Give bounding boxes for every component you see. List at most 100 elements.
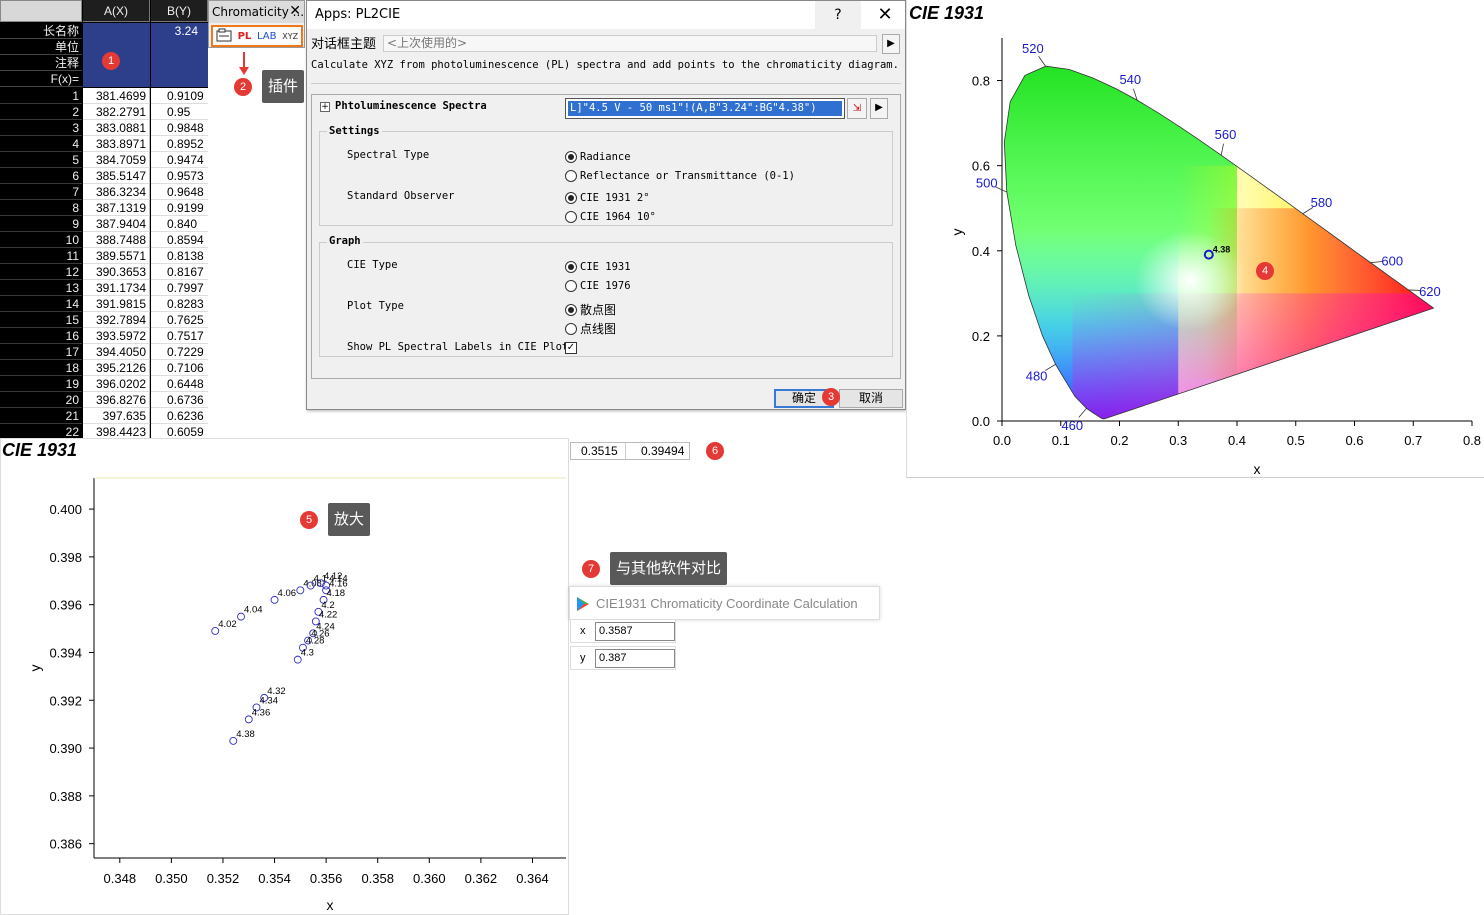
data-point[interactable] <box>293 655 302 664</box>
row-number[interactable]: 9 <box>0 216 82 232</box>
row-number[interactable]: 4 <box>0 136 82 152</box>
cell-a[interactable]: 386.3234 <box>83 184 150 200</box>
cell-b[interactable]: 0.9109 <box>151 88 208 104</box>
toolbar-close-icon[interactable]: ✕ <box>289 3 301 19</box>
cell-a[interactable]: 383.0881 <box>83 120 150 136</box>
cell-b[interactable]: 0.6236 <box>151 408 208 424</box>
meta-cell-b[interactable] <box>151 71 208 87</box>
cell-a[interactable]: 396.0202 <box>83 376 150 392</box>
row-number[interactable]: 1 <box>0 88 82 104</box>
data-point[interactable] <box>317 579 325 588</box>
cell-a[interactable]: 391.1734 <box>83 280 150 296</box>
row-number[interactable]: 17 <box>0 344 82 360</box>
table-row[interactable]: 19 396.0202 0.6448 <box>0 376 208 392</box>
xyz-button[interactable]: XYZ <box>282 31 299 41</box>
cell-a[interactable]: 387.9404 <box>83 216 150 232</box>
row-number[interactable]: 2 <box>0 104 82 120</box>
row-number[interactable]: 6 <box>0 168 82 184</box>
radio-cie1964-10deg[interactable]: CIE 1964 10° <box>565 211 656 223</box>
cell-b[interactable]: 0.9199 <box>151 200 208 216</box>
cell-b[interactable]: 0.9648 <box>151 184 208 200</box>
cell-a[interactable]: 395.2126 <box>83 360 150 376</box>
cell-a[interactable]: 397.635 <box>83 408 150 424</box>
theme-menu-arrow-icon[interactable]: ▶ <box>882 34 900 54</box>
row-number[interactable]: 18 <box>0 360 82 376</box>
cell-a[interactable]: 390.3653 <box>83 264 150 280</box>
table-row[interactable]: 20 396.8276 0.6736 <box>0 392 208 408</box>
radio-reflectance-indicator[interactable] <box>565 170 577 182</box>
table-row[interactable]: 18 395.2126 0.7106 <box>0 360 208 376</box>
row-number[interactable]: 3 <box>0 120 82 136</box>
row-number[interactable]: 11 <box>0 248 82 264</box>
cell-b[interactable]: 0.9848 <box>151 120 208 136</box>
cell-a[interactable]: 391.9815 <box>83 296 150 312</box>
cell-a[interactable]: 398.4423 <box>83 424 150 440</box>
cell-b[interactable]: 0.8283 <box>151 296 208 312</box>
cell-a[interactable]: 394.4050 <box>83 344 150 360</box>
data-point[interactable] <box>319 595 328 604</box>
radio-cie1931-2deg-indicator[interactable] <box>565 192 577 204</box>
worksheet-corner[interactable] <box>0 0 82 22</box>
radio-radiance-indicator[interactable] <box>565 151 577 163</box>
data-point[interactable] <box>309 629 318 638</box>
pl2cie-app-icon[interactable] <box>216 28 232 45</box>
cell-a[interactable]: 388.7488 <box>83 232 150 248</box>
radio-reflectance[interactable]: Reflectance or Transmittance (0-1) <box>565 170 795 182</box>
radio-cie1931-2deg[interactable]: CIE 1931 2° <box>565 192 650 204</box>
row-number[interactable]: 10 <box>0 232 82 248</box>
data-point[interactable] <box>252 703 261 712</box>
meta-cell-a[interactable] <box>83 23 150 39</box>
cell-b[interactable]: 0.7229 <box>151 344 208 360</box>
cell-a[interactable]: 381.4699 <box>83 88 150 104</box>
data-point[interactable] <box>304 636 313 645</box>
table-row[interactable]: 6 385.5147 0.9573 <box>0 168 208 184</box>
table-row[interactable]: 12 390.3653 0.8167 <box>0 264 208 280</box>
cell-b[interactable]: 0.7517 <box>151 328 208 344</box>
radio-line-symbol-indicator[interactable] <box>565 322 577 335</box>
cell-b[interactable]: 0.6448 <box>151 376 208 392</box>
radio-line-symbol[interactable]: 点线图 <box>565 320 616 337</box>
spectra-menu-arrow-icon[interactable]: ▶ <box>870 98 888 119</box>
data-point[interactable] <box>311 617 320 626</box>
cell-a[interactable]: 393.5972 <box>83 328 150 344</box>
cell-b[interactable]: 0.840 <box>151 216 208 232</box>
row-number[interactable]: 19 <box>0 376 82 392</box>
data-point[interactable] <box>322 581 331 590</box>
theme-select[interactable]: <上次使用的> <box>383 35 877 52</box>
table-row[interactable]: 11 389.5571 0.8138 <box>0 248 208 264</box>
cell-b[interactable]: 0.9573 <box>151 168 208 184</box>
xy-readout[interactable]: 0.3515 0.39494 <box>570 442 690 460</box>
table-row[interactable]: 15 392.7894 0.7625 <box>0 312 208 328</box>
table-row[interactable]: 3 383.0881 0.9848 <box>0 120 208 136</box>
calc-y-field[interactable]: 0.387 <box>595 649 675 668</box>
cell-b[interactable]: 0.8952 <box>151 136 208 152</box>
row-number[interactable]: 12 <box>0 264 82 280</box>
measured-point[interactable] <box>1203 249 1214 260</box>
cell-b[interactable]: 0.7997 <box>151 280 208 296</box>
table-row[interactable]: 1 381.4699 0.9109 <box>0 88 208 104</box>
row-number[interactable]: 20 <box>0 392 82 408</box>
range-picker-icon[interactable]: ⇲ <box>847 98 867 119</box>
dialog-close-button[interactable]: ✕ <box>877 4 893 25</box>
data-point[interactable] <box>260 693 269 702</box>
lab-button[interactable]: LAB <box>257 30 277 42</box>
cell-a[interactable]: 387.1319 <box>83 200 150 216</box>
data-point[interactable] <box>237 612 245 621</box>
cell-a[interactable]: 392.7894 <box>83 312 150 328</box>
table-row[interactable]: 5 384.7059 0.9474 <box>0 152 208 168</box>
radio-cie-1931[interactable]: CIE 1931 <box>565 261 631 273</box>
meta-cell-a[interactable] <box>83 39 150 55</box>
radio-cie1964-10deg-indicator[interactable] <box>565 211 577 223</box>
data-point[interactable] <box>314 607 323 616</box>
data-point[interactable] <box>306 581 315 590</box>
meta-cell-b[interactable] <box>151 39 208 55</box>
cell-b[interactable]: 0.6736 <box>151 392 208 408</box>
table-row[interactable]: 4 383.8971 0.8952 <box>0 136 208 152</box>
table-row[interactable]: 2 382.2791 0.95 <box>0 104 208 120</box>
data-point[interactable] <box>322 586 331 595</box>
row-number[interactable]: 13 <box>0 280 82 296</box>
table-row[interactable]: 10 388.7488 0.8594 <box>0 232 208 248</box>
worksheet[interactable]: A(X) B(Y) 长名称 3.24 单位 注释 F(x)= 1 381.4699 0.91… <box>0 0 208 440</box>
cell-b[interactable]: 0.95 <box>151 104 208 120</box>
radio-scatter[interactable]: 散点图 <box>565 301 616 318</box>
